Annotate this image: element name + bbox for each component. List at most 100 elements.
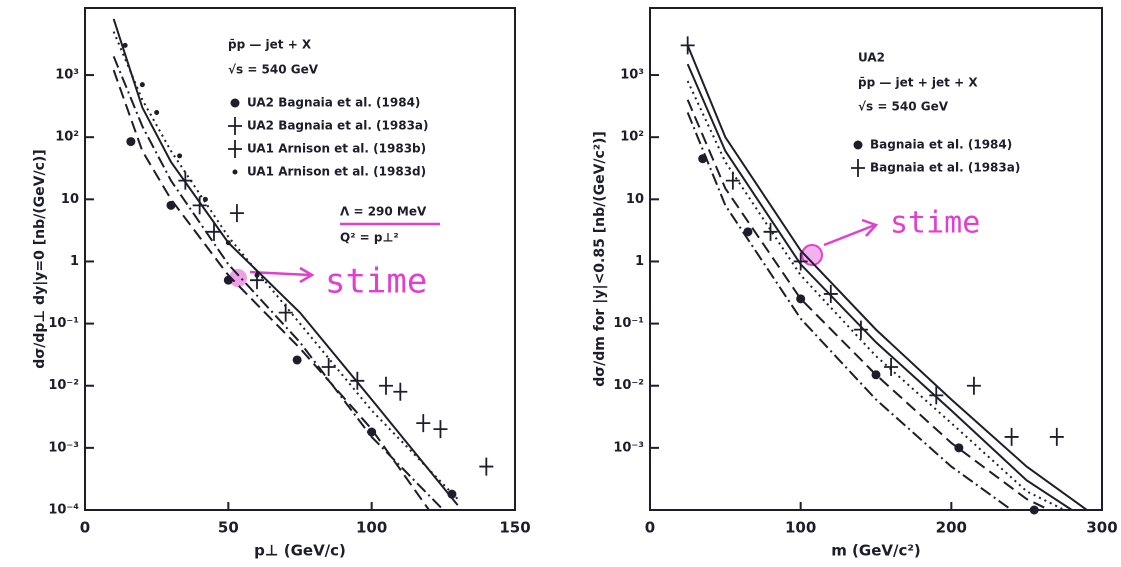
x-tick-label: 100 (356, 519, 387, 537)
marker (416, 414, 431, 433)
marker (725, 171, 740, 190)
marker (929, 386, 944, 405)
y-tick-label: 10⁻² (48, 378, 79, 393)
annotation: p̄p — jet + X (228, 38, 312, 52)
marker (207, 222, 221, 241)
legend-label: Bagnaia et al. (1983a) (870, 161, 1020, 175)
highlight (801, 244, 823, 266)
curve (112, 69, 430, 510)
x-tick-label: 0 (645, 519, 655, 537)
legend-marker (853, 140, 863, 150)
marker (966, 376, 981, 395)
marker (447, 489, 457, 499)
legend-marker (228, 117, 242, 135)
legend-label: UA1 Arnison et al. (1983b) (247, 142, 426, 156)
y-tick-label: 10² (55, 130, 79, 145)
marker (680, 36, 695, 55)
marker (178, 171, 193, 190)
marker (192, 196, 207, 215)
legend-label: UA2 Bagnaia et al. (1983a) (247, 119, 429, 133)
y-tick-label: 10 (61, 192, 79, 207)
marker (379, 376, 393, 395)
legend-marker (851, 159, 865, 177)
y-tick-label: 10⁻⁴ (48, 503, 79, 518)
plot-frame (84, 7, 516, 511)
marker (122, 42, 128, 48)
marker (139, 82, 145, 88)
x-tick-label: 50 (218, 519, 239, 537)
marker (229, 204, 244, 223)
x-tick-label: 100 (785, 519, 816, 537)
marker (479, 457, 494, 476)
x-axis-label: m (GeV/c²) (831, 542, 921, 560)
highlight (229, 269, 247, 287)
y-tick-label: 10² (620, 130, 644, 145)
marker (884, 358, 899, 377)
marker (254, 272, 260, 278)
y-axis-label: dσ/dp⊥ dy|y=0 [nb/(GeV/c)] (32, 149, 48, 368)
marker (853, 320, 868, 339)
legend-marker (232, 169, 238, 175)
marker (225, 240, 231, 246)
plot-frame (649, 7, 1103, 511)
y-tick-label: 10⁻¹ (613, 316, 644, 331)
x-axis-label: p⊥ (GeV/c) (254, 542, 346, 560)
y-tick-label: 10³ (620, 68, 644, 83)
y-tick-label: 1 (70, 254, 79, 269)
curve (112, 31, 459, 500)
curve (686, 63, 1073, 510)
marker (202, 196, 208, 202)
annotation: Q² = p⊥² (340, 231, 399, 245)
marker (796, 294, 806, 304)
marker (698, 154, 708, 164)
marker (433, 420, 448, 439)
marker (278, 303, 293, 322)
marker (321, 358, 336, 377)
curve (686, 45, 1088, 510)
legend-label: UA1 Arnison et al. (1983d) (247, 165, 426, 179)
marker (823, 284, 838, 303)
x-tick-label: 200 (936, 519, 967, 537)
marker (154, 109, 160, 115)
legend-label: UA2 Bagnaia et al. (1984) (247, 96, 420, 110)
y-tick-label: 10 (626, 192, 644, 207)
curve (112, 55, 445, 510)
marker (871, 370, 881, 380)
y-tick-label: 1 (635, 254, 644, 269)
y-tick-label: 10⁻³ (48, 440, 79, 455)
annotation: p̄p — jet + jet + X (858, 76, 978, 90)
annotation: UA2 (858, 51, 885, 65)
x-tick-label: 300 (1086, 519, 1117, 537)
annotation: Λ = 290 MeV (340, 205, 427, 219)
arrow (823, 218, 879, 247)
y-axis-label: dσ/dm for |y|<0.85 [nb/(GeV/c²)] (592, 131, 608, 387)
marker (1049, 427, 1064, 446)
legend-label: Bagnaia et al. (1984) (870, 138, 1012, 152)
marker (350, 371, 365, 390)
annotation: stime (890, 206, 980, 241)
marker (763, 222, 778, 241)
annotation: √s = 540 GeV (858, 100, 949, 114)
curve (686, 112, 1013, 510)
annotation: stime (325, 262, 427, 302)
plot-area (686, 45, 1088, 510)
marker (166, 200, 176, 210)
y-tick-label: 10⁻² (613, 378, 644, 393)
y-tick-label: 10³ (55, 68, 79, 83)
marker (1004, 427, 1019, 446)
curve (686, 99, 1050, 510)
marker (393, 382, 408, 401)
marker (954, 443, 964, 453)
y-tick-label: 10⁻³ (613, 440, 644, 455)
y-tick-label: 10⁻¹ (48, 316, 79, 331)
marker (793, 252, 808, 271)
marker (292, 355, 302, 365)
annotation: √s = 540 GeV (228, 63, 319, 77)
marker (126, 137, 136, 147)
marker (177, 153, 183, 159)
x-tick-label: 150 (499, 519, 530, 537)
marker (367, 427, 377, 437)
legend-marker (228, 140, 242, 158)
marker (223, 275, 233, 285)
